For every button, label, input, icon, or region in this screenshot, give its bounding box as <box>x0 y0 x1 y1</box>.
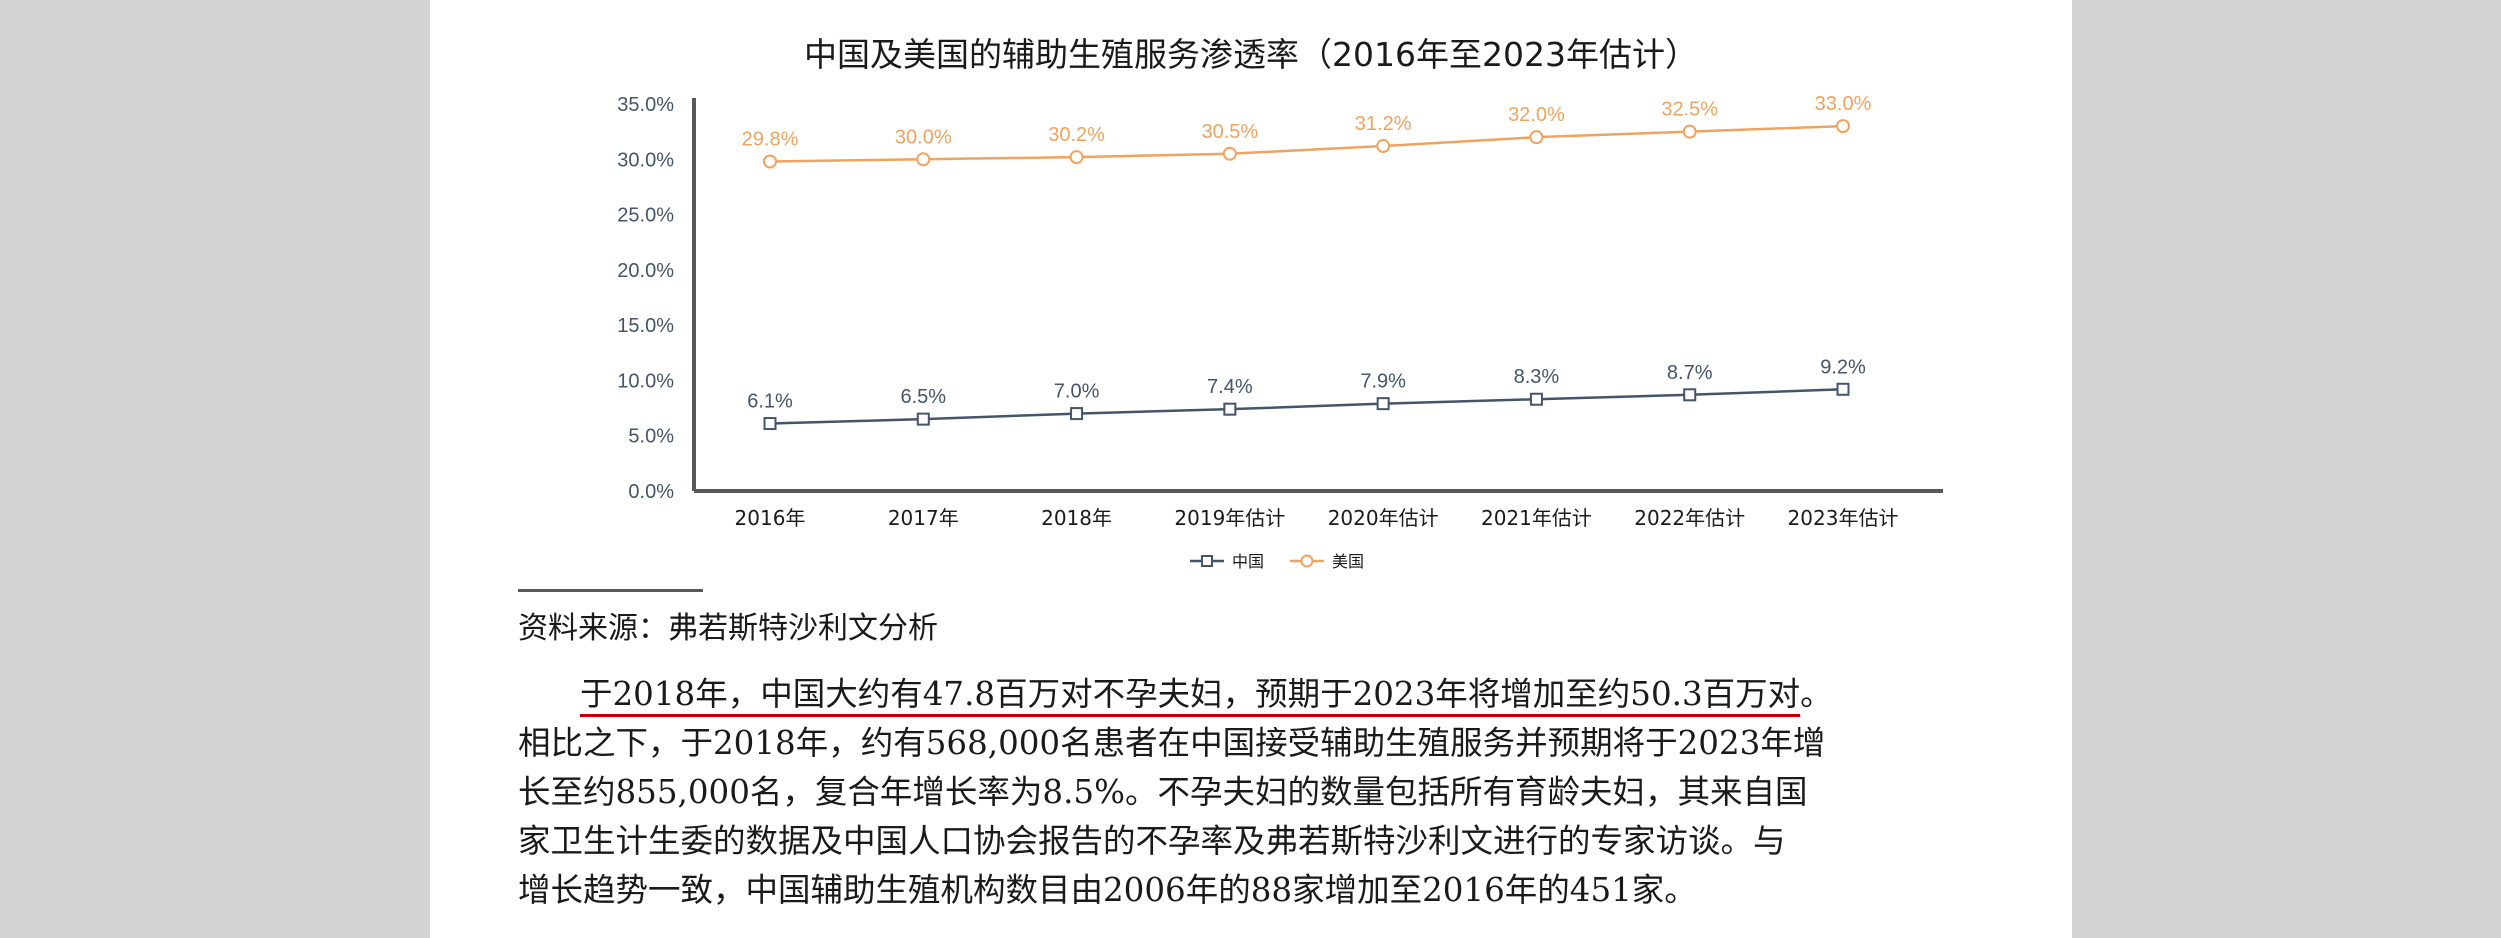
data-label: 30.0% <box>895 126 952 148</box>
paragraph-line-5: 增长趋势一致，中国辅助生殖机构数目由2006年的88家增加至2016年的451家… <box>518 871 1697 909</box>
data-point-marker <box>1836 382 1850 396</box>
data-point-marker <box>1376 139 1391 154</box>
y-tick-label: 20.0% <box>617 260 674 282</box>
x-tick-label: 2018年 <box>1041 506 1112 530</box>
legend-label: 中国 <box>1232 552 1264 571</box>
data-point-marker <box>763 154 777 169</box>
y-tick-label: 35.0% <box>617 94 674 116</box>
data-point-marker <box>1222 146 1237 161</box>
body-paragraph: 于2018年，中国大约有47.8百万对不孕夫妇，预期于2023年将增加至约50.… <box>518 670 2058 915</box>
data-point-marker <box>1836 119 1850 134</box>
data-point-marker <box>916 152 931 167</box>
data-label: 30.2% <box>1048 124 1105 146</box>
data-point-marker <box>1529 392 1543 406</box>
source-divider <box>518 589 703 592</box>
y-tick-label: 5.0% <box>628 426 674 448</box>
data-point-marker <box>1223 402 1237 416</box>
underlined-sentence: 于2018年，中国大约有47.8百万对不孕夫妇，预期于2023年将增加至约50.… <box>580 675 1801 713</box>
x-tick-label: 2016年 <box>735 506 806 530</box>
data-label: 7.9% <box>1360 371 1406 393</box>
x-tick-label: 2023年估计 <box>1788 506 1899 530</box>
data-label: 8.7% <box>1667 362 1713 384</box>
paragraph-line-1: 于2018年，中国大约有47.8百万对不孕夫妇，预期于2023年将增加至约50.… <box>518 670 2058 719</box>
data-label: 8.3% <box>1514 366 1560 388</box>
data-label: 32.5% <box>1661 99 1718 121</box>
legend-marker <box>1201 555 1213 567</box>
data-point-marker <box>1529 130 1544 145</box>
data-point-marker <box>916 412 930 426</box>
data-label: 7.0% <box>1054 381 1100 403</box>
document-page: 中国及美国的辅助生殖服务渗透率（2016年至2023年估计） 0.0% 5.0% 1… <box>430 0 2072 938</box>
y-tick-label: 25.0% <box>617 205 674 227</box>
x-tick-label: 2022年估计 <box>1634 506 1745 530</box>
data-label: 30.5% <box>1201 121 1258 143</box>
data-point-marker <box>1069 150 1084 165</box>
data-point-marker <box>1683 388 1697 402</box>
y-tick-label: 15.0% <box>617 315 674 337</box>
x-tick-label: 2020年估计 <box>1328 506 1439 530</box>
paragraph-line-3: 长至约855,000名，复合年增长率为8.5%。不孕夫妇的数量包括所有育龄夫妇，… <box>518 773 1808 811</box>
data-point-marker <box>763 417 777 431</box>
paragraph-line-4: 家卫生计生委的数据及中国人口协会报告的不孕率及弗若斯特沙利文进行的专家访谈。与 <box>518 822 1786 860</box>
data-label: 29.8% <box>742 128 799 150</box>
data-point-marker <box>1376 397 1390 411</box>
y-tick-label: 30.0% <box>617 149 674 171</box>
legend-label: 美国 <box>1332 552 1364 571</box>
source-note: 资料来源：弗若斯特沙利文分析 <box>518 611 938 646</box>
data-point-marker <box>1682 124 1697 139</box>
data-label: 31.2% <box>1355 113 1412 135</box>
paragraph-line-2: 相比之下，于2018年，约有568,000名患者在中国接受辅助生殖服务并预期将于… <box>518 724 1826 762</box>
data-label: 6.1% <box>747 391 793 413</box>
sentence-end: 。 <box>1800 675 1833 713</box>
y-tick-label: 0.0% <box>628 481 674 503</box>
data-label: 6.5% <box>900 386 946 408</box>
x-tick-label: 2019年估计 <box>1174 506 1285 530</box>
line-chart: 0.0% 5.0% 10.0% 15.0% 20.0% 25.0% 30.0% 35.0% 20… <box>617 93 1943 571</box>
data-label: 33.0% <box>1815 93 1872 115</box>
data-point-marker <box>1070 407 1084 421</box>
series-line-usa <box>769 124 1844 163</box>
series-line-china <box>769 388 1844 425</box>
chart-title: 中国及美国的辅助生殖服务渗透率（2016年至2023年估计） <box>804 35 1698 74</box>
data-label: 7.4% <box>1207 376 1253 398</box>
x-tick-label: 2017年 <box>888 506 959 530</box>
y-tick-label: 10.0% <box>617 370 674 392</box>
data-label: 9.2% <box>1820 356 1866 378</box>
legend-marker <box>1300 554 1314 568</box>
data-label: 32.0% <box>1508 104 1565 126</box>
x-tick-label: 2021年估计 <box>1481 506 1592 530</box>
